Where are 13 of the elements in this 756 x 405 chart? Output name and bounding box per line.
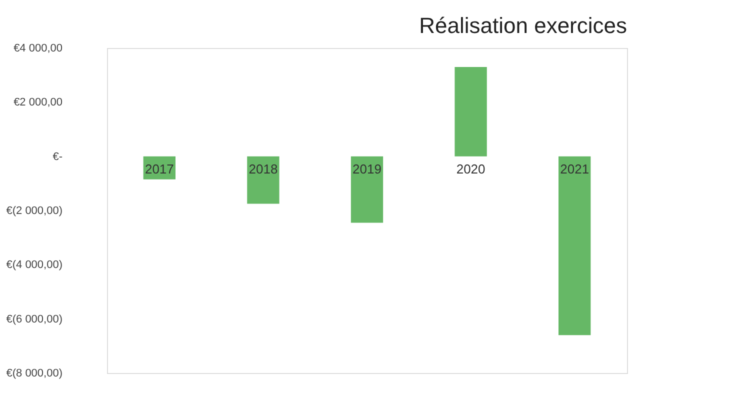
x-tick-label: 2018 xyxy=(248,161,278,176)
y-tick-label: €(2 000,00) xyxy=(6,205,62,217)
x-tick-label: 2017 xyxy=(144,161,174,176)
y-tick-label: €(8 000,00) xyxy=(6,368,62,380)
x-tick-label: 2020 xyxy=(456,161,486,176)
y-tick-label: €(6 000,00) xyxy=(6,313,62,326)
y-tick-label: €2 000,00 xyxy=(14,96,62,109)
x-tick-label: 2019 xyxy=(352,161,382,176)
chart-title: Réalisation exercices xyxy=(419,13,627,38)
y-tick-label: €(4 000,00) xyxy=(6,259,62,272)
y-tick-label: €4 000,00 xyxy=(14,42,62,54)
y-tick-label: €- xyxy=(52,150,63,163)
x-tick-label: 2021 xyxy=(560,161,590,176)
